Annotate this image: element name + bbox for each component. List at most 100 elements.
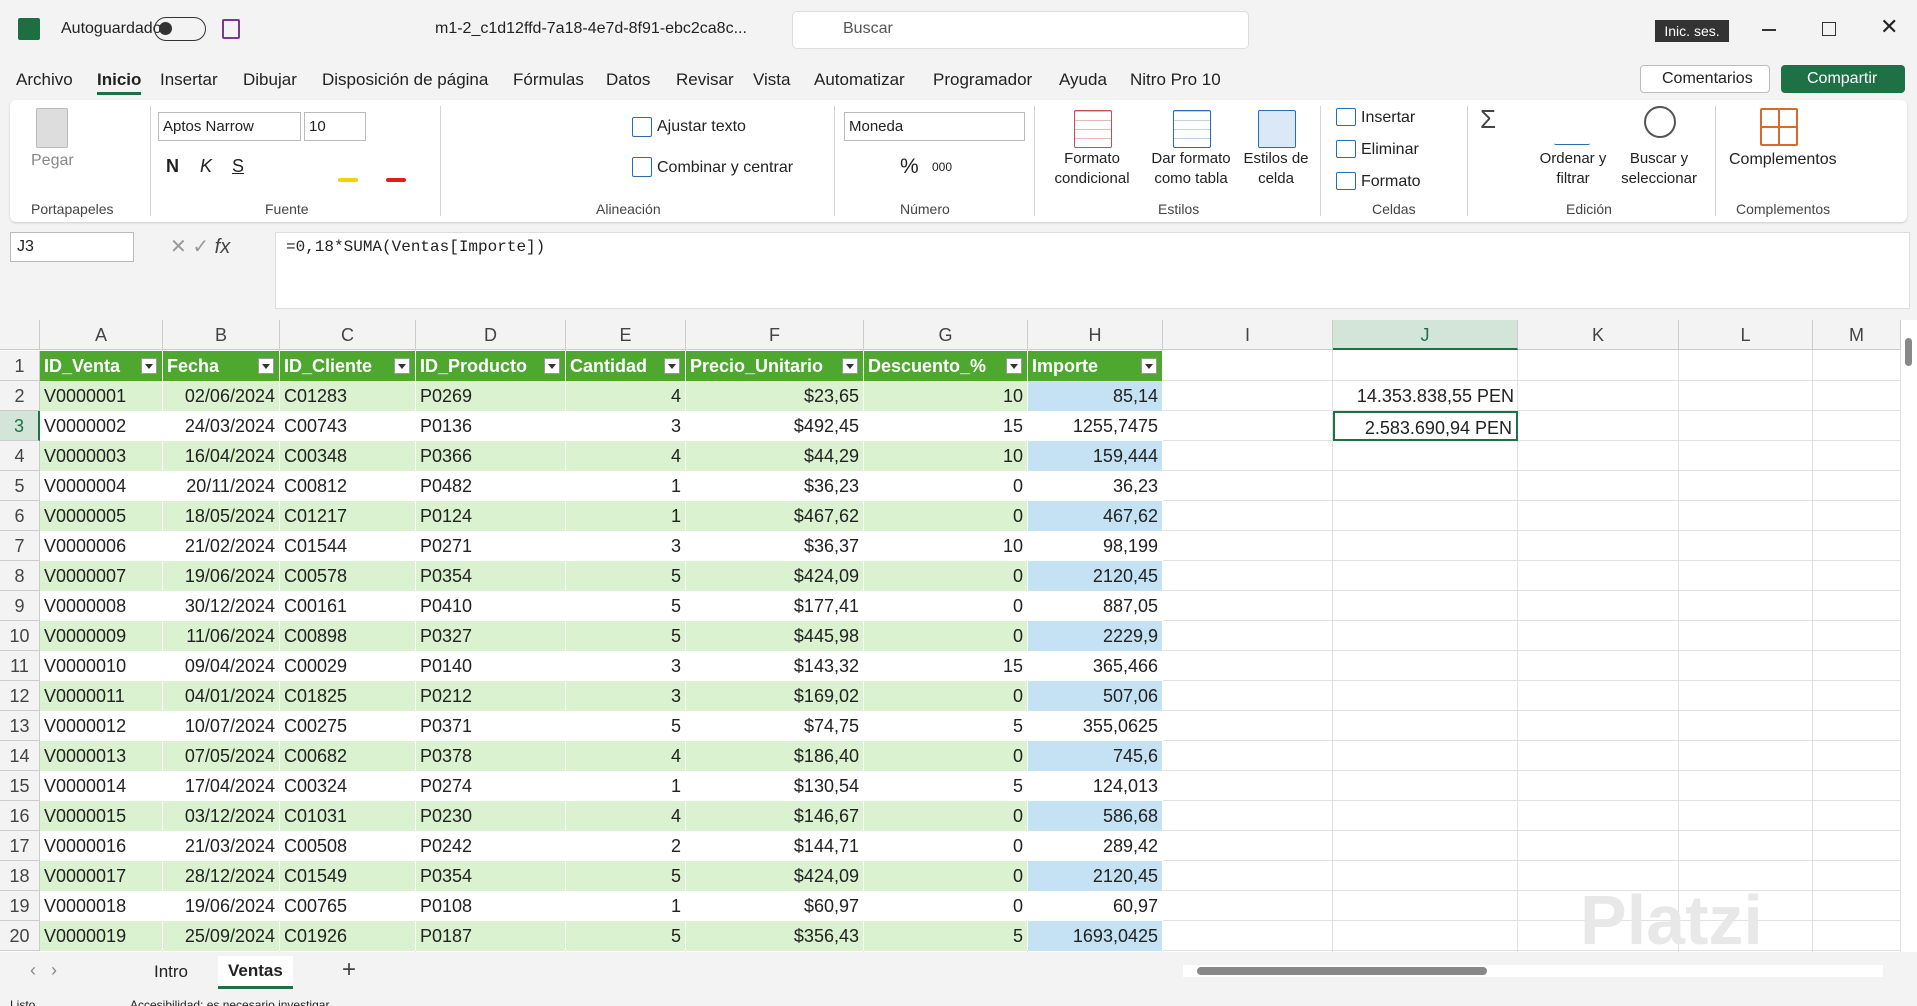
wrap-text[interactable]: Ajustar texto	[657, 118, 746, 135]
row-header[interactable]: 18	[0, 861, 40, 891]
menu-tab[interactable]: Insertar	[160, 70, 218, 89]
cell[interactable]: 2120,45	[1028, 561, 1163, 591]
cell[interactable]: 24/03/2024	[163, 411, 280, 441]
find-select[interactable]: seleccionar	[1621, 170, 1697, 187]
minimize-button[interactable]	[1762, 29, 1776, 31]
addins-button[interactable]: Complementos	[1729, 151, 1837, 168]
cell[interactable]: $44,29	[686, 441, 864, 471]
file-name[interactable]: m1-2_c1d12ffd-7a18-4e7d-8f91-ebc2ca8c...	[435, 20, 747, 37]
cell[interactable]: $23,65	[686, 381, 864, 411]
cell[interactable]: Fecha	[163, 351, 280, 381]
row-header[interactable]: 13	[0, 711, 40, 741]
row-header[interactable]: 12	[0, 681, 40, 711]
cell[interactable]: 3	[566, 681, 686, 711]
menu-tab[interactable]: Archivo	[16, 70, 73, 89]
filter-button[interactable]	[544, 358, 560, 374]
cell[interactable]: $424,09	[686, 561, 864, 591]
menu-tab[interactable]: Vista	[753, 70, 791, 89]
worksheet-grid[interactable]: A B C D E F G H I J K L M 1 2 3 4 5 6 7 8 9 10 11 12 13 14 15 16 17 18…	[0, 320, 1901, 952]
cell[interactable]: 2	[566, 831, 686, 861]
filter-button[interactable]	[141, 358, 157, 374]
save-button[interactable]	[222, 19, 240, 39]
cell[interactable]: 15	[864, 411, 1028, 441]
merge-icon[interactable]	[632, 157, 652, 177]
cell[interactable]: P0271	[416, 531, 566, 561]
cell[interactable]: V0000003	[40, 441, 163, 471]
cell[interactable]: 04/01/2024	[163, 681, 280, 711]
add-sheet[interactable]: +	[342, 956, 357, 983]
cell[interactable]: 5	[566, 561, 686, 591]
row-header[interactable]: 20	[0, 921, 40, 951]
filter-button[interactable]	[842, 358, 858, 374]
name-box[interactable]	[10, 232, 134, 262]
row-header[interactable]: 16	[0, 801, 40, 831]
autosum-icon[interactable]: Σ	[1480, 104, 1497, 134]
addins-icon[interactable]	[1760, 108, 1798, 146]
cell[interactable]: 60,97	[1028, 891, 1163, 921]
menu-tab[interactable]: Revisar	[676, 70, 734, 89]
cell[interactable]: V0000011	[40, 681, 163, 711]
row-header[interactable]: 11	[0, 651, 40, 681]
filter-button[interactable]	[394, 358, 410, 374]
cell[interactable]: 0	[864, 501, 1028, 531]
cell[interactable]: C00898	[280, 621, 416, 651]
thousands-button[interactable]: 000	[932, 160, 953, 174]
cell[interactable]: V0000005	[40, 501, 163, 531]
cell[interactable]: 0	[864, 681, 1028, 711]
cell[interactable]: 18/05/2024	[163, 501, 280, 531]
share-button[interactable]	[1781, 65, 1905, 93]
cell[interactable]: V0000015	[40, 801, 163, 831]
cell[interactable]: P0354	[416, 861, 566, 891]
cell[interactable]: P0108	[416, 891, 566, 921]
cell[interactable]: P0140	[416, 651, 566, 681]
fill-color[interactable]	[338, 178, 358, 182]
conditional-format[interactable]: condicional	[1054, 170, 1130, 187]
paste-icon[interactable]	[36, 108, 68, 148]
cell[interactable]: 3	[566, 531, 686, 561]
cell[interactable]: V0000009	[40, 621, 163, 651]
cell[interactable]: V0000010	[40, 651, 163, 681]
underline-button[interactable]: S	[232, 156, 245, 176]
cell[interactable]: 5	[566, 921, 686, 951]
column-header[interactable]: H	[1028, 320, 1163, 350]
format-as-table[interactable]: como tabla	[1154, 170, 1228, 187]
bold-button[interactable]: N	[166, 156, 179, 176]
cell[interactable]: C00812	[280, 471, 416, 501]
cell[interactable]: 09/04/2024	[163, 651, 280, 681]
column-header[interactable]: D	[416, 320, 566, 350]
search-box[interactable]	[792, 11, 1249, 49]
cell[interactable]: 0	[864, 861, 1028, 891]
cell[interactable]: C01283	[280, 381, 416, 411]
comments-button[interactable]	[1640, 65, 1770, 93]
vertical-scrollbar[interactable]	[1901, 320, 1917, 952]
filter-button[interactable]	[1141, 358, 1157, 374]
delete-cells[interactable]: Eliminar	[1361, 141, 1419, 158]
cell[interactable]: $36,23	[686, 471, 864, 501]
sort-icon[interactable]	[1554, 108, 1590, 145]
cell[interactable]: 0	[864, 621, 1028, 651]
row-header[interactable]: 15	[0, 771, 40, 801]
cell[interactable]: C00161	[280, 591, 416, 621]
insert-cells[interactable]: Insertar	[1361, 109, 1416, 126]
column-header[interactable]: G	[864, 320, 1028, 350]
cell[interactable]: 3	[566, 651, 686, 681]
cell[interactable]: V0000019	[40, 921, 163, 951]
format-icon[interactable]	[1336, 172, 1356, 190]
row-header[interactable]: 6	[0, 501, 40, 531]
cell[interactable]: C01031	[280, 801, 416, 831]
restore-button[interactable]	[1822, 22, 1836, 36]
cell[interactable]: 1	[566, 501, 686, 531]
cell[interactable]: $130,54	[686, 771, 864, 801]
cell[interactable]: $60,97	[686, 891, 864, 921]
filter-button[interactable]	[664, 358, 680, 374]
cell[interactable]: 745,6	[1028, 741, 1163, 771]
insert-icon[interactable]	[1336, 108, 1356, 126]
row-header[interactable]: 2	[0, 381, 40, 411]
cell[interactable]: 5	[566, 621, 686, 651]
cell[interactable]: 1255,7475	[1028, 411, 1163, 441]
cell[interactable]: C00765	[280, 891, 416, 921]
cell[interactable]: C00348	[280, 441, 416, 471]
cell[interactable]: 1	[566, 471, 686, 501]
format-cells[interactable]: Formato	[1361, 173, 1421, 190]
percent-button[interactable]: %	[900, 155, 919, 178]
